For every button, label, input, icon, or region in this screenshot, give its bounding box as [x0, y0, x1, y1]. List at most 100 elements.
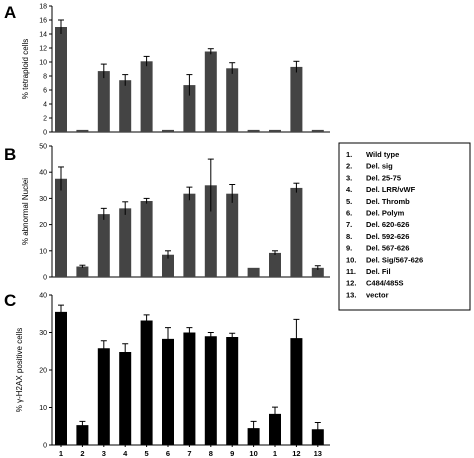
bar [140, 320, 153, 445]
bar [226, 193, 239, 277]
chart-panel-b: B % abnormal Nuclei 0 10 20 30 40 50 [4, 144, 330, 282]
x-tick-label: 2 [80, 449, 84, 458]
legend-item-number: 7. [346, 220, 352, 229]
bar [140, 61, 153, 132]
y-tick-label: 12 [39, 46, 47, 53]
y-tick-label: 10 [39, 60, 47, 67]
y-tick-label: 20 [39, 222, 47, 229]
legend-item-label: Wild type [366, 150, 399, 159]
panel-letter: A [4, 3, 16, 22]
legend-item-label: Del. sig [366, 162, 393, 171]
bar [311, 429, 324, 445]
x-tick-label: 8 [209, 449, 213, 458]
bar [290, 338, 303, 445]
bar [247, 428, 260, 445]
bar [119, 80, 132, 132]
legend-item-number: 3. [346, 173, 352, 182]
legend-item-label: Del. 620-626 [366, 220, 409, 229]
bar [76, 425, 89, 445]
x-tick-label: 10 [249, 449, 257, 458]
legend-item-number: 11. [346, 267, 356, 276]
x-tick-label: 7 [187, 449, 191, 458]
y-axis-label: % abnormal Nuclei [21, 178, 30, 245]
bar [204, 185, 217, 277]
legend-item-number: 8. [346, 232, 352, 241]
y-axis-label: % tetraploid cells [21, 39, 30, 99]
x-tick-label: 1 [59, 449, 63, 458]
legend-item-number: 2. [346, 162, 352, 171]
bar [226, 337, 239, 445]
y-tick-label: 0 [43, 275, 47, 282]
bar [183, 85, 196, 132]
legend-item-label: Del. Sig/567-626 [366, 255, 423, 264]
bar [97, 348, 110, 445]
legend-item-label: Del. Thromb [366, 197, 410, 206]
y-tick-label: 40 [39, 293, 47, 300]
legend-item-label: vector [366, 290, 389, 299]
y-tick-label: 20 [39, 368, 47, 375]
bar [183, 332, 196, 445]
x-tick-label: 3 [102, 449, 106, 458]
panel-letter: B [4, 145, 16, 164]
legend-item-label: Del. 592-626 [366, 232, 409, 241]
x-tick-label: 5 [145, 449, 149, 458]
y-tick-label: 2 [43, 116, 47, 123]
legend-item-number: 6. [346, 209, 352, 218]
legend-item-number: 12. [346, 279, 356, 288]
y-tick-label: 10 [39, 248, 47, 255]
bar [290, 187, 303, 277]
bar [55, 178, 67, 277]
x-tick-label: 9 [230, 449, 234, 458]
bar [162, 254, 174, 277]
bar [55, 311, 67, 445]
bar [162, 338, 174, 445]
x-tick-label: 1 [273, 449, 277, 458]
bar [247, 267, 260, 277]
legend-item-label: Del. 567-626 [366, 244, 409, 253]
legend-item-number: 13. [346, 290, 356, 299]
y-tick-label: 18 [39, 4, 47, 11]
bar [183, 193, 196, 277]
y-tick-label: 16 [39, 18, 47, 25]
bar [162, 129, 174, 132]
bar [269, 413, 281, 445]
legend: 1. Wild type 2. Del. sig 3. Del. 25-75 4. Del. … [338, 142, 471, 311]
bar [55, 27, 67, 132]
y-tick-label: 50 [39, 144, 47, 151]
legend-item-label: Del. LRR/vWF [366, 185, 416, 194]
bar [76, 129, 89, 132]
y-tick-label: 6 [43, 88, 47, 95]
bar [140, 201, 153, 277]
bar [76, 266, 89, 277]
y-tick-label: 30 [39, 196, 47, 203]
y-tick-label: 10 [39, 405, 47, 412]
legend-item-label: Del. Polym [366, 209, 405, 218]
legend-item-number: 9. [346, 244, 352, 253]
y-tick-label: 8 [43, 74, 47, 81]
legend-item-number: 10. [346, 255, 356, 264]
bar [311, 267, 324, 277]
y-tick-label: 0 [43, 443, 47, 450]
x-tick-label: 6 [166, 449, 170, 458]
bar [290, 66, 303, 132]
legend-item-number: 5. [346, 197, 352, 206]
y-tick-label: 30 [39, 330, 47, 337]
bar [311, 129, 324, 132]
y-axis-label: % γ-H2AX positive cells [15, 328, 24, 412]
bar [226, 68, 239, 132]
x-tick-label: 13 [314, 449, 322, 458]
y-tick-label: 14 [39, 32, 47, 39]
bar [204, 51, 217, 132]
legend-item-number: 1. [346, 150, 352, 159]
bar [204, 336, 217, 445]
x-tick-label: 4 [123, 449, 128, 458]
bar [97, 71, 110, 132]
legend-item-label: Del. Fil [366, 267, 391, 276]
bar [119, 208, 132, 277]
bar [97, 214, 110, 277]
legend-item-number: 4. [346, 185, 352, 194]
bar [269, 129, 281, 132]
bar [119, 352, 132, 445]
